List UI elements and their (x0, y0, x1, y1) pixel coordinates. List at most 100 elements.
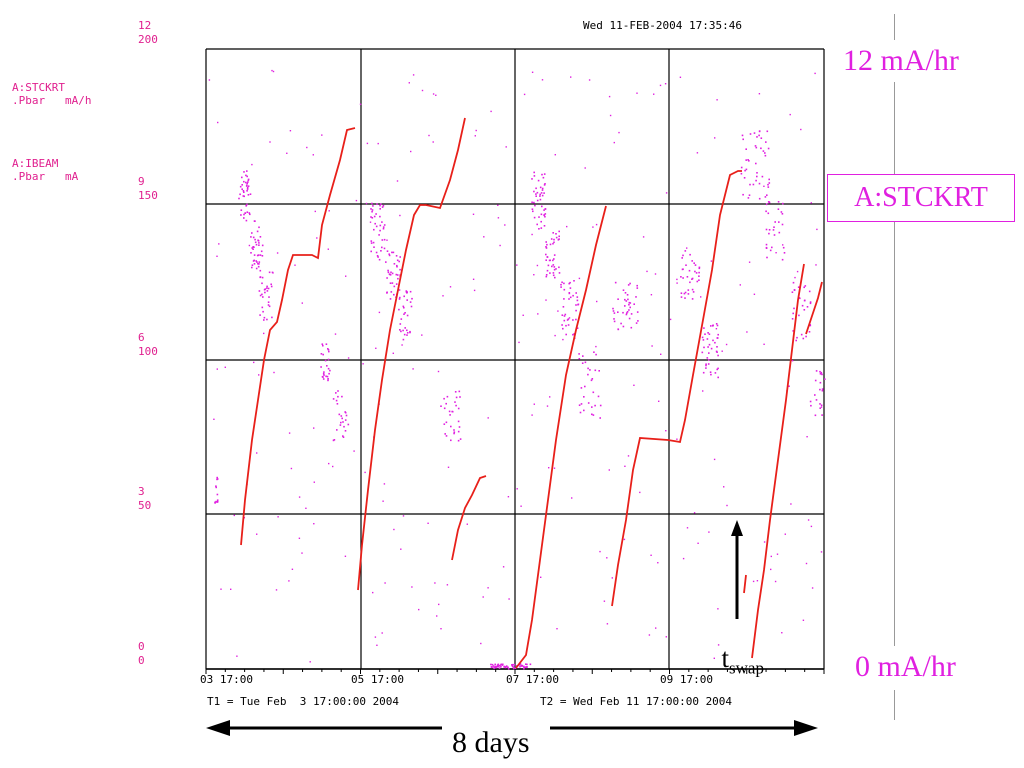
stckrt-point-942 (633, 384, 635, 386)
stckrt-point-69 (253, 254, 256, 256)
stckrt-point-486 (633, 303, 635, 305)
stckrt-point-384 (553, 266, 556, 268)
stckrt-point-241 (404, 327, 406, 329)
stckrt-point-85 (270, 285, 273, 288)
stckrt-point-705 (820, 406, 823, 408)
stckrt-point-1012 (496, 666, 498, 668)
stckrt-point-463 (637, 320, 639, 322)
stckrt-point-477 (625, 313, 628, 316)
stckrt-point-548 (710, 347, 713, 350)
stckrt-point-587 (748, 194, 751, 196)
stckrt-point-859 (554, 154, 556, 156)
stckrt-point-181 (379, 204, 381, 207)
stckrt-point-694 (810, 404, 812, 407)
stckrt-point-765 (305, 507, 307, 509)
stckrt-point-648 (806, 306, 809, 308)
stckrt-point-533 (712, 324, 714, 327)
stckrt-point-272 (457, 420, 460, 423)
stckrt-point-349 (558, 230, 560, 233)
stckrt-point-689 (815, 399, 818, 401)
y-tick-ibeam-50: 50 (138, 499, 152, 512)
stckrt-point-809 (408, 82, 410, 84)
stckrt-point-450 (599, 417, 601, 419)
stckrt-point-523 (680, 296, 683, 298)
x-tick-07: 07 17:00 (506, 673, 559, 686)
stckrt-point-517 (683, 292, 686, 295)
stckrt-point-826 (321, 134, 323, 136)
stckrt-point-422 (563, 288, 566, 291)
stckrt-point-739 (665, 430, 667, 432)
stckrt-point-129 (328, 372, 330, 375)
stckrt-point-464 (622, 289, 625, 291)
stckrt-point-435 (591, 378, 594, 380)
y-tick-ibeam-100: 100 (138, 345, 158, 358)
stckrt-point-1026 (216, 501, 218, 503)
stckrt-point-372 (545, 274, 548, 276)
stckrt-point-364 (549, 243, 552, 246)
stckrt-point-875 (432, 93, 435, 95)
stckrt-point-202 (398, 289, 401, 291)
stckrt-point-162 (383, 238, 386, 241)
stckrt-point-105 (270, 283, 272, 286)
stckrt-point-1004 (500, 666, 502, 668)
stckrt-point-550 (710, 325, 712, 327)
stckrt-point-899 (810, 525, 813, 528)
stckrt-point-589 (755, 162, 757, 165)
stckrt-point-578 (743, 177, 746, 179)
stckrt-point-869 (428, 134, 430, 137)
stckrt-point-497 (698, 267, 701, 270)
stckrt-point-212 (386, 277, 388, 279)
span-arrow-right-head (794, 720, 818, 736)
stckrt-point-420 (576, 327, 579, 329)
stckrt-point-762 (775, 252, 777, 254)
stckrt-point-773 (753, 293, 756, 295)
stckrt-point-173 (381, 246, 383, 249)
stckrt-point-943 (437, 370, 440, 373)
stckrt-point-672 (792, 330, 794, 332)
stckrt-point-539 (716, 346, 718, 348)
stckrt-point-781 (545, 299, 547, 301)
stckrt-point-48 (252, 248, 254, 250)
stckrt-point-163 (379, 208, 381, 210)
stckrt-point-979 (494, 667, 497, 669)
stckrt-point-1007 (494, 663, 496, 666)
stckrt-point-782 (763, 343, 765, 345)
stckrt-point-680 (814, 379, 817, 382)
stckrt-point-863 (288, 580, 290, 582)
stckrt-point-45 (259, 254, 262, 256)
stckrt-point-749 (365, 202, 368, 205)
stckrt-point-777 (676, 282, 678, 284)
stckrt-point-307 (536, 223, 538, 226)
stckrt-point-785 (789, 113, 791, 116)
stckrt-point-122 (325, 375, 327, 378)
stckrt-point-199 (377, 256, 379, 258)
stckrt-point-854 (642, 236, 645, 238)
stckrt-point-810 (784, 533, 786, 535)
stckrt-point-645 (792, 281, 795, 284)
stckrt-point-137 (336, 429, 338, 431)
stckrt-point-642 (781, 258, 784, 261)
stckrt-point-563 (716, 368, 718, 371)
stckrt-point-345 (558, 272, 561, 274)
tswap-label: tswap (708, 612, 764, 678)
stckrt-point-546 (705, 363, 707, 365)
stckrt-point-604 (745, 159, 747, 161)
stckrt-point-983 (514, 667, 517, 669)
stckrt-point-753 (794, 276, 796, 279)
stckrt-point-117 (325, 343, 328, 345)
stckrt-point-274 (445, 435, 448, 437)
stckrt-point-892 (499, 244, 501, 247)
stckrt-point-630 (768, 201, 771, 204)
stckrt-point-472 (627, 298, 629, 301)
stckrt-point-470 (636, 284, 638, 287)
stckrt-point-317 (539, 195, 541, 197)
stckrt-point-970 (529, 663, 532, 666)
stckrt-point-27 (242, 190, 245, 192)
stckrt-point-153 (343, 425, 345, 428)
stckrt-point-668 (802, 337, 805, 340)
stckrt-point-427 (593, 351, 595, 353)
stckrt-point-97 (259, 294, 262, 297)
stckrt-point-923 (347, 357, 350, 359)
stckrt-point-669 (793, 289, 796, 291)
legend-ibeam-name: A:IBEAM (12, 157, 59, 170)
